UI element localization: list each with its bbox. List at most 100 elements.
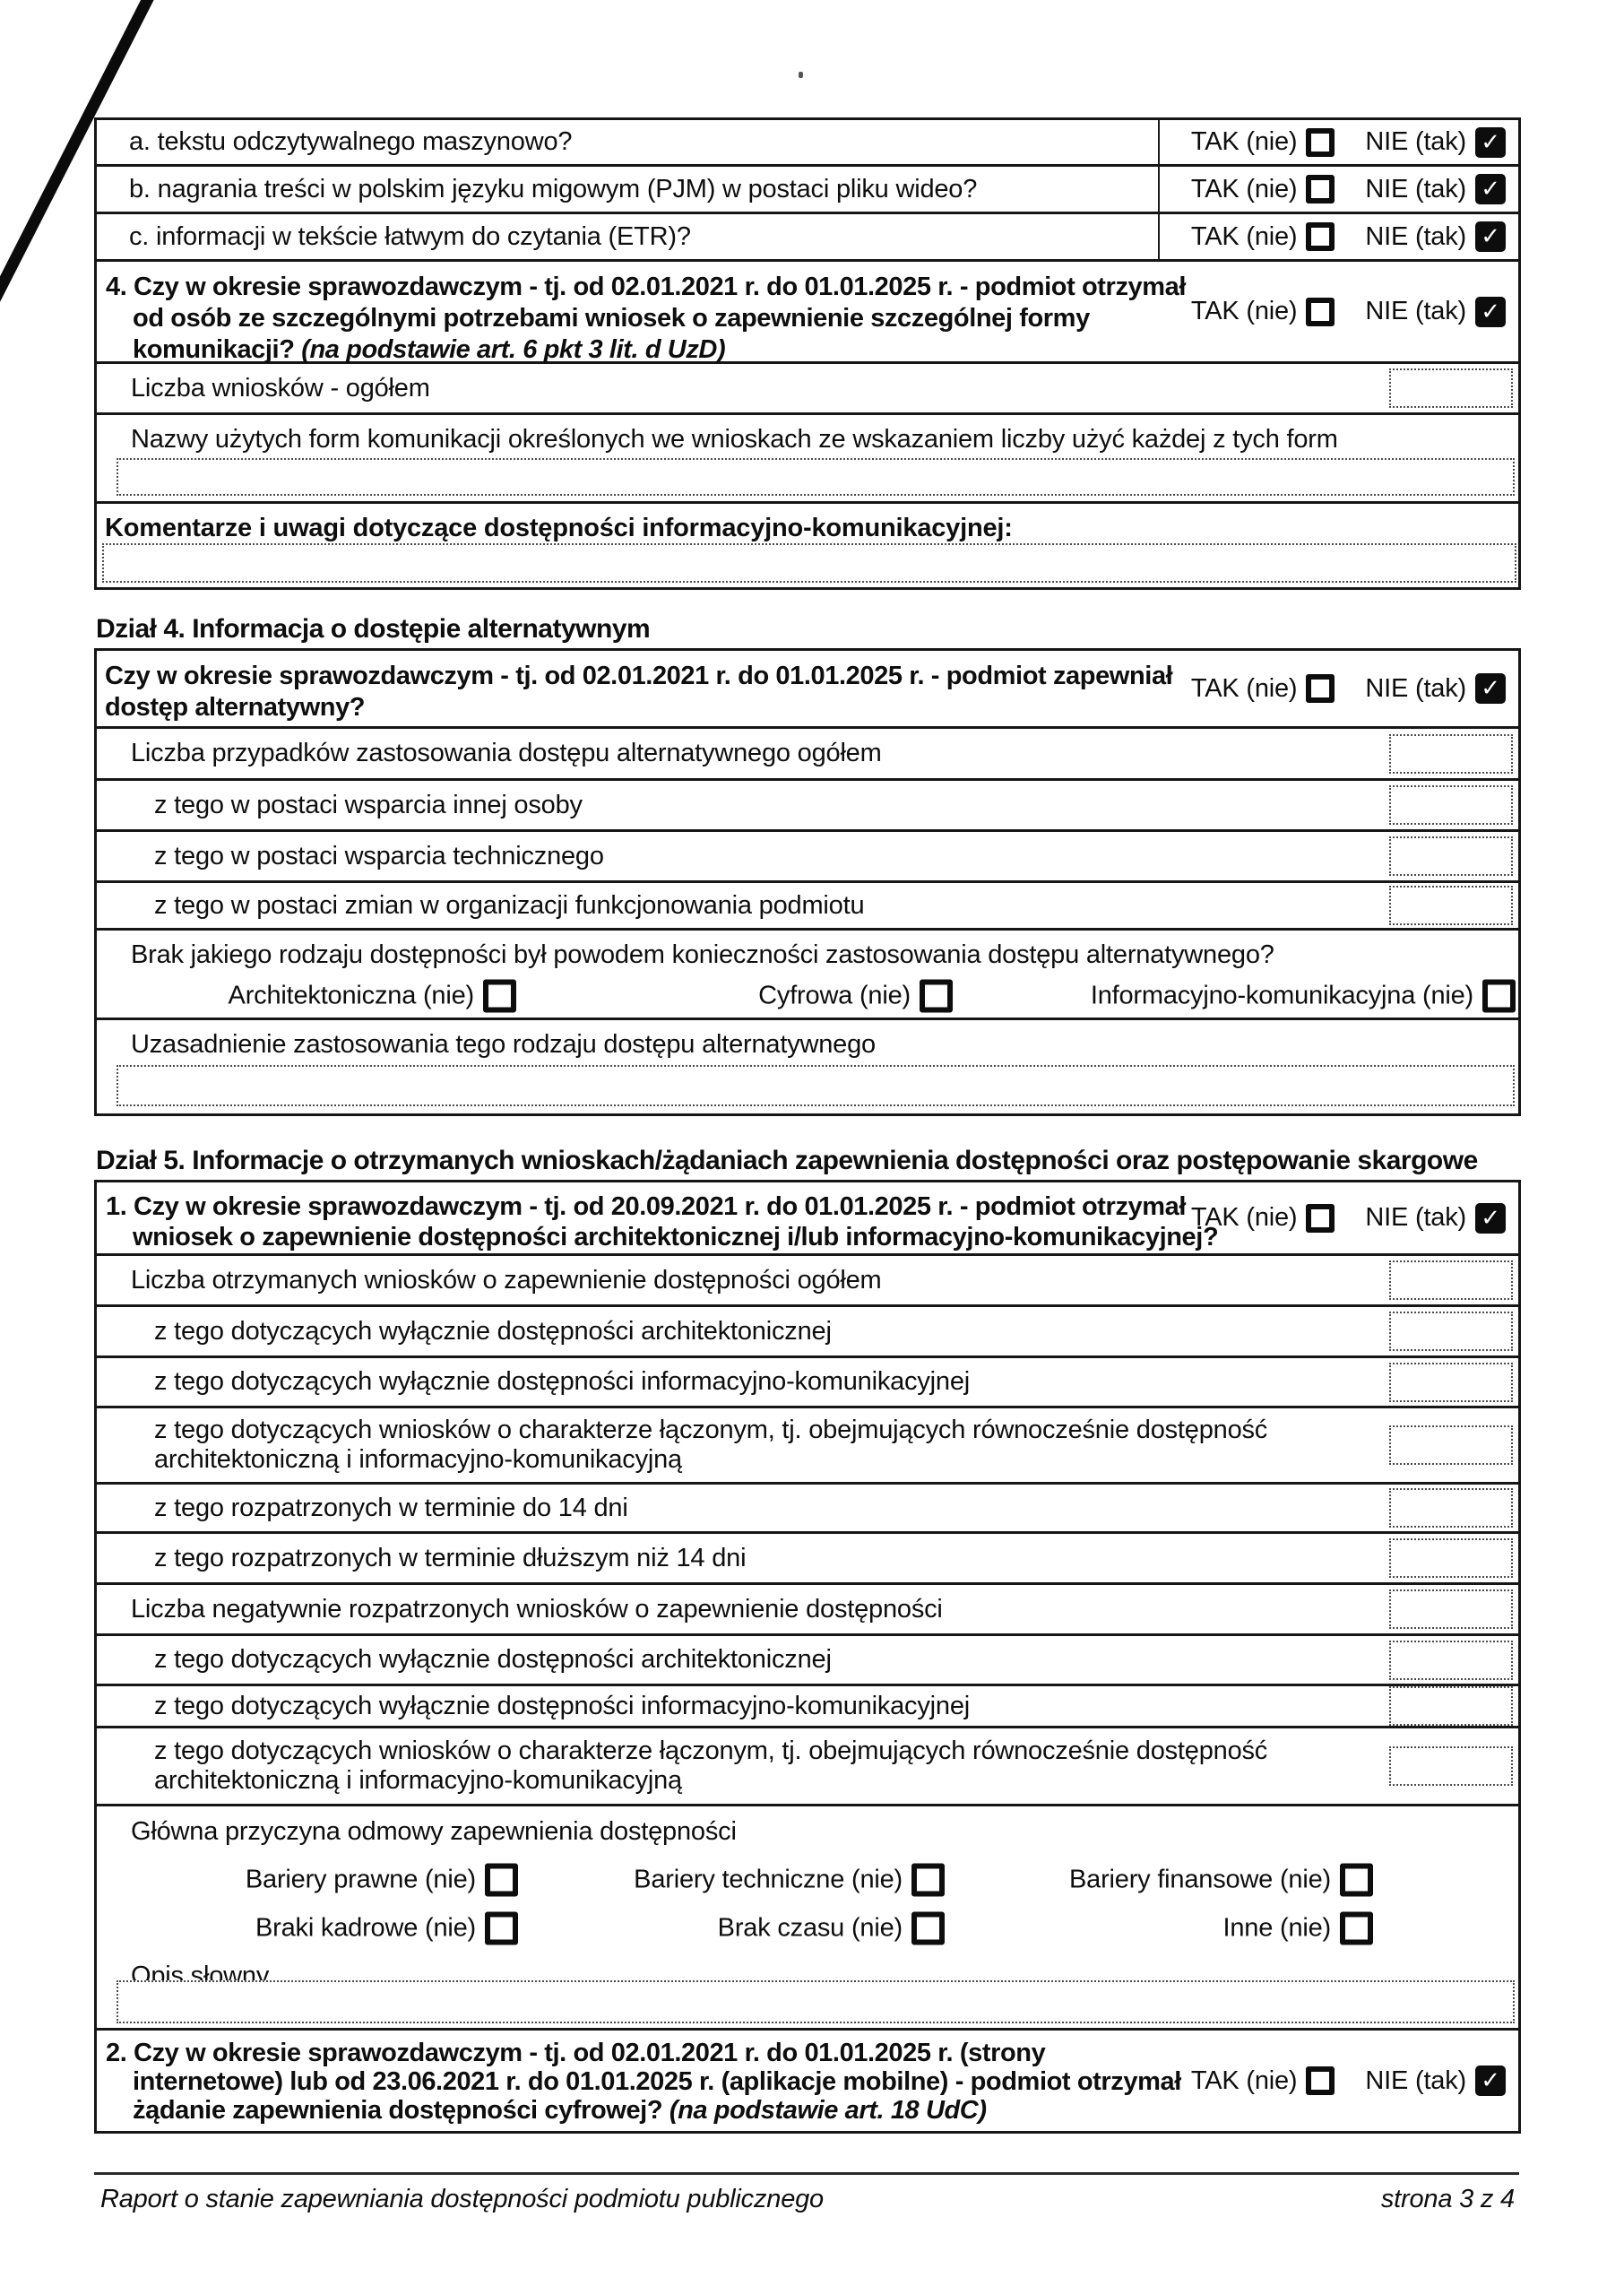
nie-checkbox[interactable]: ✓: [1475, 174, 1506, 204]
braki-kadrowe-checkbox[interactable]: [485, 1911, 518, 1945]
informacyjno-komunikacyjna-checkbox[interactable]: [1482, 979, 1516, 1013]
row-label: Liczba przypadków zastosowania dostępu a…: [131, 739, 882, 767]
row-label: Liczba wniosków - ogółem: [131, 373, 430, 403]
nie-label: NIE (tak): [1365, 2066, 1466, 2095]
nie-checkbox[interactable]: ✓: [1475, 126, 1506, 158]
row-label: Brak jakiego rodzaju dostępności był pow…: [131, 940, 1274, 969]
check-icon: ✓: [1481, 176, 1500, 203]
tak-checkbox[interactable]: ✓: [1306, 222, 1335, 251]
liczba-wnioskow-input[interactable]: [1389, 368, 1513, 408]
number-input[interactable]: [1389, 1312, 1513, 1351]
number-input[interactable]: [1389, 1488, 1513, 1528]
option-label: Cyfrowa (nie): [758, 981, 911, 1010]
tak-checkbox[interactable]: ✓: [1306, 1203, 1335, 1233]
dzial5-table: 1. Czy w okresie sprawozdawczym - tj. od…: [94, 1180, 1521, 2134]
tak-checkbox[interactable]: ✓: [1306, 127, 1335, 157]
nie-checkbox[interactable]: ✓: [1475, 1202, 1506, 1234]
row-label: Uzasadnienie zastosowania tego rodzaju d…: [131, 1030, 876, 1059]
bariery-options-row1: Bariery prawne (nie) Bariery techniczne …: [97, 1859, 1518, 1901]
nie-label: NIE (tak): [1365, 127, 1466, 156]
number-input[interactable]: [1389, 886, 1513, 925]
brak-czasu-checkbox[interactable]: [911, 1911, 945, 1945]
footer-divider: [94, 2172, 1519, 2175]
table-row: z tego dotyczących wniosków o charakterz…: [97, 1728, 1518, 1806]
row-label: z tego dotyczących wyłącznie dostępności…: [154, 1691, 970, 1720]
table-row: z tego dotyczących wyłącznie dostępności…: [97, 1636, 1518, 1686]
option-informacyjno-komunikacyjna: Informacyjno-komunikacyjna (nie): [1091, 979, 1516, 1013]
tak-label: TAK (nie): [1190, 221, 1298, 251]
number-input[interactable]: [1389, 836, 1513, 876]
table-row-b: b. nagrania treści w polskim języku migo…: [97, 167, 1518, 214]
brak-dostepnosci-row: Brak jakiego rodzaju dostępności był pow…: [97, 931, 1518, 1020]
tak-checkbox[interactable]: ✓: [1306, 2066, 1335, 2095]
number-input[interactable]: [1389, 1640, 1513, 1680]
inne-checkbox[interactable]: [1340, 1911, 1373, 1945]
yes-no-cell: TAK (nie) ✓ NIE (tak) ✓: [1158, 214, 1518, 259]
bariery-finansowe-checkbox[interactable]: [1340, 1863, 1373, 1897]
nie-checkbox[interactable]: ✓: [1475, 2066, 1506, 2096]
dzial4-question-text: Czy w okresie sprawozdawczym - tj. od 02…: [105, 662, 1173, 722]
row-label: Główna przyczyna odmowy zapewnienia dost…: [131, 1817, 737, 1846]
yes-no-group: TAK (nie) ✓ NIE (tak) ✓: [1190, 1202, 1506, 1234]
number-input[interactable]: [1389, 1686, 1513, 1726]
option-bariery-finansowe: Bariery finansowe (nie): [1069, 1863, 1373, 1897]
number-input[interactable]: [1389, 1425, 1513, 1465]
number-input[interactable]: [1389, 1538, 1513, 1578]
table-row-c: c. informacji w tekście łatwym do czytan…: [97, 214, 1518, 262]
number-input[interactable]: [1389, 733, 1513, 774]
option-architektoniczna: Architektoniczna (nie): [229, 979, 516, 1013]
komentarze-input[interactable]: [102, 543, 1516, 583]
table-row-a: a. tekstu odczytywalnego maszynowo? TAK …: [97, 120, 1518, 167]
row-label: z tego w postaci wsparcia technicznego: [154, 841, 604, 870]
table-row: z tego rozpatrzonych w terminie dłuższym…: [97, 1534, 1518, 1585]
architektoniczna-checkbox[interactable]: [483, 979, 516, 1013]
opis-slowny-input[interactable]: [117, 1980, 1515, 2023]
option-bariery-techniczne: Bariery techniczne (nie): [634, 1863, 945, 1897]
dzial5-question2-row: 2. Czy w okresie sprawozdawczym - tj. od…: [97, 2031, 1518, 2131]
number-input[interactable]: [1389, 1260, 1513, 1300]
table-row: Liczba otrzymanych wniosków o zapewnieni…: [97, 1256, 1518, 1307]
number-input[interactable]: [1389, 785, 1513, 825]
tak-checkbox[interactable]: ✓: [1306, 297, 1335, 326]
tak-label: TAK (nie): [1190, 2066, 1298, 2095]
row-label: Nazwy użytych form komunikacji określony…: [131, 425, 1338, 454]
liczba-wnioskow-row: Liczba wniosków - ogółem: [97, 364, 1518, 415]
question1-text: 1. Czy w okresie sprawozdawczym - tj. od…: [106, 1192, 1219, 1251]
dzial4-heading: Dział 4. Informacja o dostępie alternaty…: [96, 614, 651, 644]
yes-no-group: TAK (nie) ✓ NIE (tak) ✓: [1191, 221, 1506, 252]
table-row: z tego dotyczących wyłącznie dostępności…: [97, 1307, 1518, 1358]
number-input[interactable]: [1389, 1589, 1513, 1629]
bariery-techniczne-checkbox[interactable]: [911, 1863, 945, 1897]
row-label: z tego rozpatrzonych w terminie dłuższym…: [154, 1543, 747, 1572]
row-label: Liczba otrzymanych wniosków o zapewnieni…: [131, 1265, 882, 1295]
yes-no-cell: TAK (nie) ✓ NIE (tak) ✓: [1158, 167, 1518, 212]
row-label: z tego w postaci zmian w organizacji fun…: [154, 890, 865, 920]
option-inne: Inne (nie): [1222, 1911, 1373, 1945]
nie-label: NIE (tak): [1365, 1203, 1466, 1232]
number-input[interactable]: [1389, 1362, 1513, 1402]
check-icon: ✓: [1481, 1204, 1500, 1232]
bariery-options-row2: Braki kadrowe (nie) Brak czasu (nie) Inn…: [97, 1908, 1518, 1949]
nie-checkbox[interactable]: ✓: [1475, 296, 1506, 327]
tak-checkbox[interactable]: ✓: [1306, 175, 1335, 204]
option-label: Bariery prawne (nie): [245, 1865, 476, 1894]
yes-no-group: TAK (nie) ✓ NIE (tak) ✓: [1191, 174, 1506, 204]
nie-checkbox[interactable]: ✓: [1475, 673, 1506, 704]
table-row: z tego w postaci wsparcia innej osoby: [97, 781, 1518, 832]
table-row: z tego dotyczących wyłącznie dostępności…: [97, 1358, 1518, 1408]
tak-label: TAK (nie): [1190, 127, 1298, 156]
number-input[interactable]: [1389, 1746, 1513, 1786]
cyfrowa-checkbox[interactable]: [920, 979, 953, 1013]
nazwy-form-input[interactable]: [117, 458, 1515, 496]
table-row: z tego rozpatrzonych w terminie do 14 dn…: [97, 1485, 1518, 1534]
row-label: z tego dotyczących wniosków o charakterz…: [154, 1416, 1268, 1474]
tak-label: TAK (nie): [1190, 1203, 1298, 1232]
tak-checkbox[interactable]: ✓: [1306, 674, 1335, 703]
option-braki-kadrowe: Braki kadrowe (nie): [255, 1911, 518, 1945]
bariery-prawne-checkbox[interactable]: [485, 1863, 518, 1897]
nie-checkbox[interactable]: ✓: [1475, 221, 1506, 252]
uzasadnienie-input[interactable]: [117, 1065, 1515, 1106]
row-label: z tego w postaci wsparcia innej osoby: [154, 790, 583, 819]
yes-no-group: TAK (nie) ✓ NIE (tak) ✓: [1191, 673, 1506, 704]
